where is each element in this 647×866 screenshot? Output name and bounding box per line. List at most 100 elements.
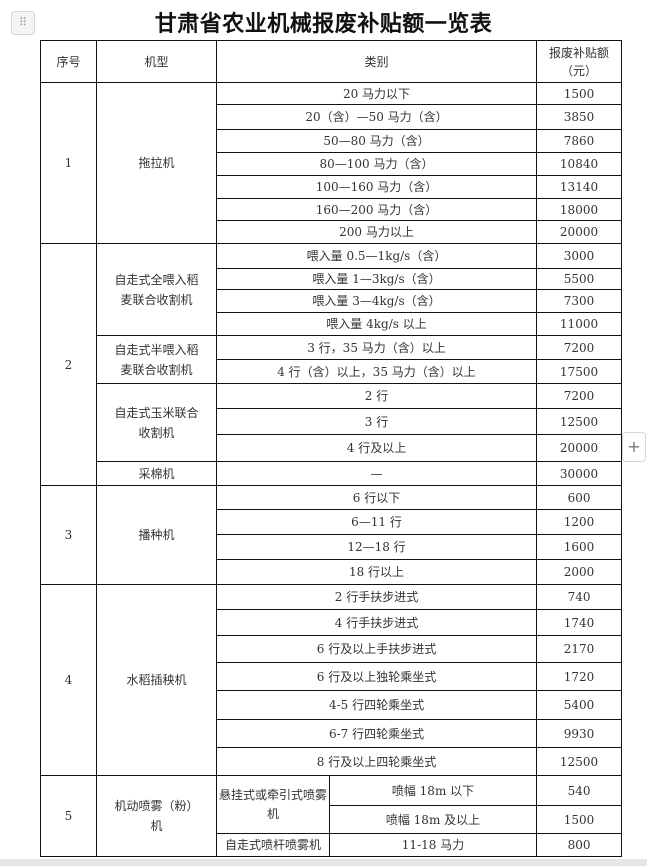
category-cell: 20 马力以下: [215, 82, 538, 105]
category-cell: 80—100 马力（含）: [215, 152, 538, 176]
subsidy-cell: 10840: [536, 152, 623, 176]
subsidy-cell: 1600: [536, 534, 623, 560]
category-cell: 100—160 马力（含）: [215, 175, 538, 199]
table-row: 100—160 马力（含） 13140: [41, 175, 623, 199]
machine-type: 拖拉机: [96, 82, 217, 244]
table-row: 5 机动喷雾（粉）机 悬挂式或牵引式喷雾机 喷幅 18m 以下 540: [40, 775, 623, 857]
category-cell: 4 行及以上: [215, 434, 538, 462]
machine-type: 自走式半喂入稻麦联合收割机: [96, 335, 217, 384]
table-row: 200 马力以上 20000: [41, 220, 623, 244]
subsidy-cell: 3850: [536, 104, 623, 130]
subsidy-cell: 3000: [536, 243, 623, 269]
subsidy-cell: 1200: [536, 509, 623, 535]
category-cell: 喂入量 1—3kg/s（含）: [215, 268, 538, 290]
table-row: 自走式玉米联合收割机 2 行 7200: [41, 383, 623, 462]
table-row: 喂入量 1—3kg/s（含） 5500: [41, 268, 623, 290]
category-cell: 8 行及以上四轮乘坐式: [215, 747, 538, 776]
subsidy-cell: 2170: [536, 635, 623, 663]
category-cell: 3 行: [215, 408, 538, 435]
table-row: 12—18 行 1600: [41, 534, 623, 560]
table-row: 喂入量 4kg/s 以上 11000: [41, 312, 623, 336]
table-row: 自走式喷杆喷雾机 11-18 马力 800: [41, 833, 623, 857]
category-cell: 160—200 马力（含）: [215, 198, 538, 221]
add-icon[interactable]: +: [622, 432, 646, 462]
category-cell: 喂入量 3—4kg/s（含）: [215, 289, 538, 313]
category-cell: 4-5 行四轮乘坐式: [215, 690, 538, 720]
category-cell: 喂入量 0.5—1kg/s（含）: [215, 243, 538, 269]
group-number: 5: [40, 775, 97, 857]
table-row: 8 行及以上四轮乘坐式 12500: [41, 747, 623, 776]
subsidy-cell: 9930: [536, 719, 623, 748]
subsidy-cell: 12500: [536, 408, 623, 435]
horizontal-scrollbar[interactable]: [0, 859, 647, 866]
subsidy-cell: 20000: [536, 434, 623, 462]
drag-handle-icon[interactable]: ⠿: [11, 11, 35, 35]
header-subsidy: 报废补贴额（元）: [536, 40, 623, 83]
subsidy-table: 序号 机型 类别 报废补贴额（元） 1 拖拉机 20 马力以下 1500 20（含）—5…: [40, 40, 623, 857]
group-number: 2: [40, 243, 97, 486]
category-cell: 2 行手扶步进式: [215, 584, 538, 610]
machine-type: 自走式全喂入稻麦联合收割机: [96, 243, 217, 336]
category-cell: 11-18 马力: [328, 833, 538, 857]
subsidy-cell: 800: [536, 833, 623, 857]
category-cell: 6 行及以上独轮乘坐式: [215, 662, 538, 691]
group-number: 1: [40, 82, 97, 244]
subsidy-cell: 7300: [536, 289, 623, 313]
category-cell: 12—18 行: [215, 534, 538, 560]
category-cell: 3 行，35 马力（含）以上: [215, 335, 538, 360]
machine-subtype: 自走式喷杆喷雾机: [216, 833, 330, 857]
subsidy-cell: 540: [536, 775, 623, 806]
table-row: 采棉机 —30000: [41, 461, 623, 486]
category-cell: 喂入量 4kg/s 以上: [215, 312, 538, 336]
group-number: 3: [40, 485, 97, 585]
page-title: 甘肃省农业机械报废补贴额一览表: [154, 11, 493, 37]
table-row: 2 自走式全喂入稻麦联合收割机 喂入量 0.5—1kg/s（含） 3000: [40, 243, 623, 486]
subsidy-cell: 5500: [536, 268, 623, 290]
table-row: 4 行及以上 20000: [41, 434, 623, 462]
table-row: 4 水稻插秧机 2 行手扶步进式 740: [40, 584, 623, 776]
category-cell: 4 行（含）以上，35 马力（含）以上: [215, 359, 538, 384]
machine-type: 播种机: [96, 485, 217, 585]
group-number: 4: [40, 584, 97, 776]
subsidy-cell: 1740: [536, 609, 623, 636]
machine-type: 水稻插秧机: [96, 584, 217, 776]
category-cell: 6 行及以上手扶步进式: [215, 635, 538, 663]
category-cell: —: [215, 461, 538, 486]
category-cell: 6 行以下: [215, 485, 538, 510]
subsidy-cell: 1720: [536, 662, 623, 691]
table-header-row: 序号 机型 类别 报废补贴额（元）: [40, 40, 623, 83]
subsidy-cell: 5400: [536, 690, 623, 720]
table-row: 3 播种机 6 行以下 600: [40, 485, 623, 585]
header-no: 序号: [40, 40, 97, 83]
category-cell: 2 行: [215, 383, 538, 409]
subsidy-cell: 1500: [536, 805, 623, 834]
table-row: 喷幅 18m 及以上 1500: [41, 805, 623, 834]
machine-type: 机动喷雾（粉）机: [96, 775, 217, 857]
subsidy-cell: 12500: [536, 747, 623, 776]
subsidy-cell: 11000: [536, 312, 623, 336]
table-row: 4-5 行四轮乘坐式 5400: [41, 690, 623, 720]
subsidy-cell: 740: [536, 584, 623, 610]
subsidy-cell: 7200: [536, 335, 623, 360]
table-row: 自走式半喂入稻麦联合收割机 3 行，35 马力（含）以上 7200: [41, 335, 623, 384]
category-cell: 喷幅 18m 及以上: [328, 805, 538, 834]
category-cell: 20（含）—50 马力（含）: [215, 104, 538, 130]
header-category: 类别: [215, 40, 538, 83]
table-row: 1 拖拉机 20 马力以下 1500: [40, 82, 623, 244]
category-cell: 50—80 马力（含）: [215, 129, 538, 153]
subsidy-cell: 30000: [536, 461, 623, 486]
machine-type: 采棉机: [96, 461, 217, 486]
table-row: 3 行 12500: [41, 408, 623, 435]
category-cell: 喷幅 18m 以下: [328, 775, 538, 806]
table-row: 6 行及以上独轮乘坐式 1720: [41, 662, 623, 691]
subsidy-cell: 600: [536, 485, 623, 510]
subsidy-cell: 2000: [536, 559, 623, 585]
table-row: 6 行及以上手扶步进式 2170: [41, 635, 623, 663]
machine-type: 自走式玉米联合收割机: [96, 383, 217, 462]
subsidy-cell: 18000: [536, 198, 623, 221]
machine-subtype: 悬挂式或牵引式喷雾机: [216, 775, 330, 834]
subsidy-cell: 13140: [536, 175, 623, 199]
subsidy-cell: 17500: [536, 359, 623, 384]
subsidy-cell: 7860: [536, 129, 623, 153]
category-cell: 6-7 行四轮乘坐式: [215, 719, 538, 748]
